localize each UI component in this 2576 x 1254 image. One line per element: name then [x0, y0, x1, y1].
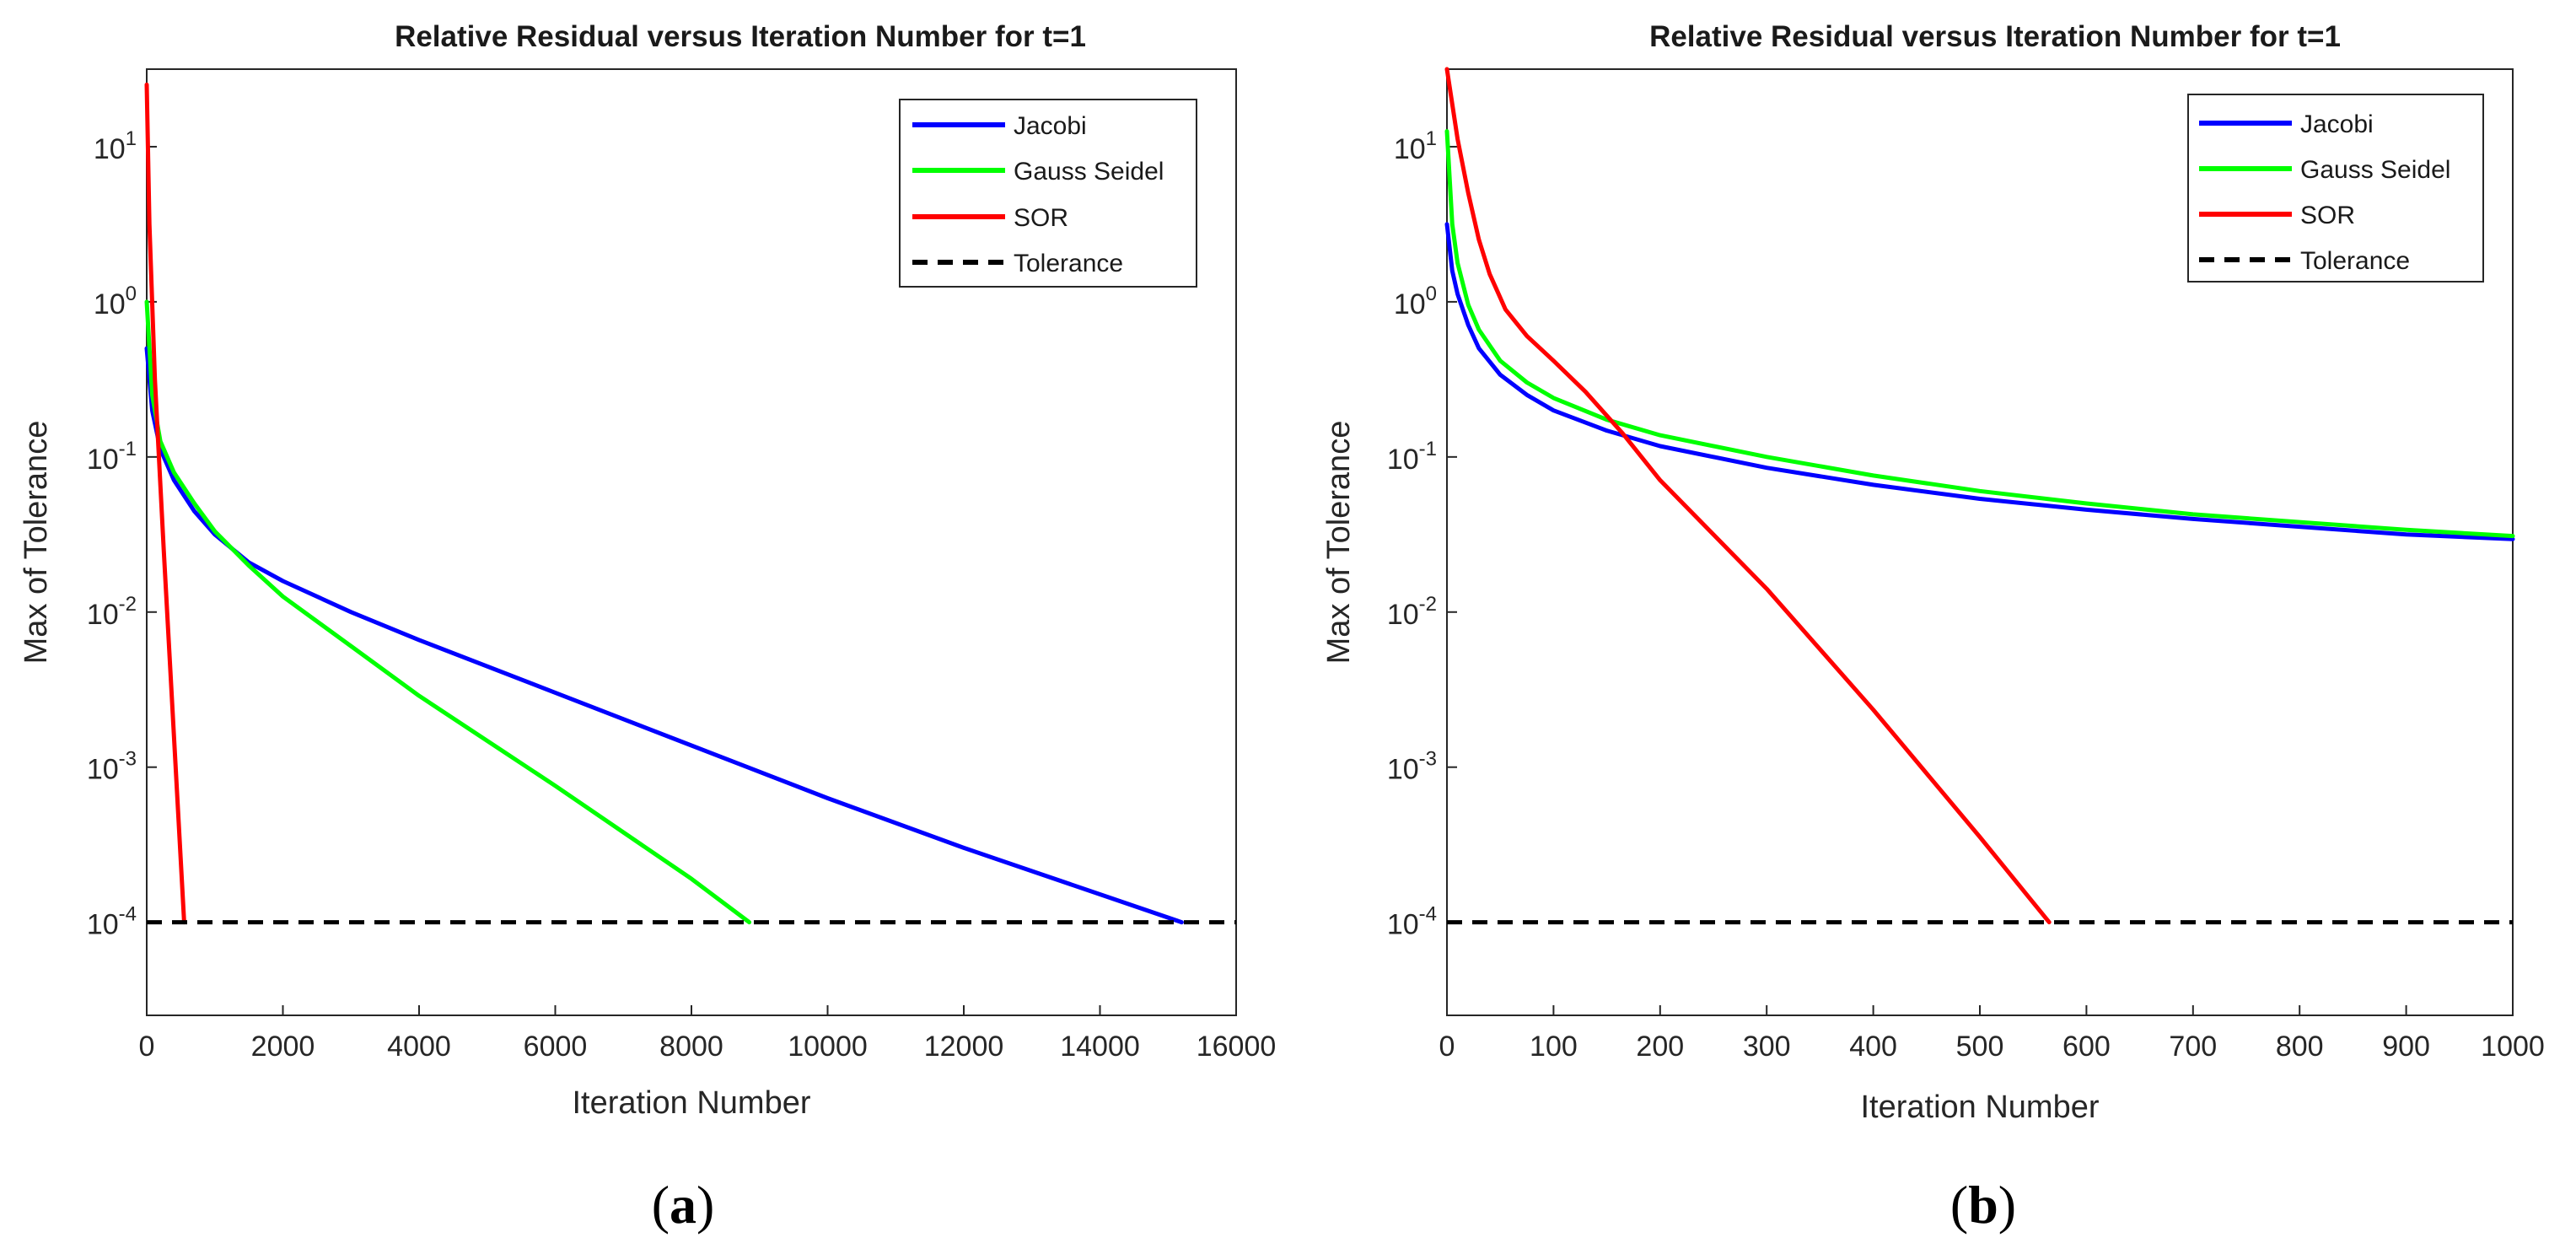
chart-a-series	[144, 82, 1236, 925]
chart-a-caption: (a)	[652, 1175, 715, 1235]
chart-a-legend: Jacobi Gauss Seidel SOR Tolerance	[899, 99, 1197, 288]
chart-a-xtick-label: 0	[139, 1031, 155, 1063]
chart-b-xtick-label: 500	[1956, 1031, 2004, 1063]
chart-b-ytick-exponent: 0	[1426, 283, 1437, 305]
chart-b-xtick-label: 900	[2382, 1031, 2430, 1063]
chart-a-ytick-base: 10	[94, 288, 126, 320]
chart-a-ytick-base: 10	[87, 909, 119, 941]
chart-a-title: Relative Residual versus Iteration Numbe…	[395, 20, 1086, 53]
chart-b-xtick-label: 1000	[2481, 1031, 2545, 1063]
chart-b-legend-label-gauss-seidel: Gauss Seidel	[2300, 156, 2450, 184]
chart-a: Relative Residual versus Iteration Numbe…	[19, 20, 1276, 1235]
chart-b-ytick-label: 101	[1394, 127, 1437, 165]
chart-b-xtick-label: 100	[1530, 1031, 1578, 1063]
chart-a-legend-label-jacobi: Jacobi	[1014, 112, 1087, 140]
chart-b-series-sor	[1444, 67, 2052, 925]
chart-b-xtick-label: 0	[1439, 1031, 1455, 1063]
chart-b-xlabel: Iteration Number	[1860, 1090, 2099, 1125]
chart-b-legend: Jacobi Gauss Seidel SOR Tolerance	[2187, 94, 2484, 283]
chart-a-caption-letter: a	[670, 1175, 696, 1235]
chart-b-caption: (b)	[1950, 1175, 2016, 1235]
chart-a-ytick-exponent: -3	[119, 748, 137, 771]
chart-b-ytick-base: 10	[1387, 444, 1419, 476]
chart-a-ytick-base: 10	[94, 133, 126, 165]
chart-b-xtick-label: 800	[2276, 1031, 2324, 1063]
chart-a-ytick-exponent: -2	[119, 593, 137, 616]
chart-a-series-sor	[144, 82, 186, 925]
chart-a-xlabel: Iteration Number	[572, 1085, 810, 1121]
chart-a-legend-label-tolerance: Tolerance	[1014, 250, 1123, 277]
chart-a-ytick-label: 10-2	[87, 593, 137, 631]
chart-b-series	[1444, 67, 2515, 925]
chart-b-legend-label-jacobi: Jacobi	[2300, 110, 2374, 138]
chart-b-ytick-exponent: 1	[1426, 127, 1437, 150]
chart-a-ytick-exponent: 1	[126, 127, 137, 150]
chart-b-ytick-base: 10	[1394, 288, 1426, 320]
chart-b-title: Relative Residual versus Iteration Numbe…	[1649, 20, 2341, 53]
chart-b-ytick-base: 10	[1387, 909, 1419, 941]
chart-b-ytick-base: 10	[1387, 754, 1419, 786]
chart-b-ytick-label: 10-4	[1387, 903, 1437, 941]
chart-b-ytick-exponent: -4	[1419, 903, 1437, 926]
chart-b-ytick-base: 10	[1394, 133, 1426, 165]
chart-a-series-gauss-seidel	[144, 299, 752, 925]
chart-b-legend-label-tolerance: Tolerance	[2300, 247, 2410, 275]
chart-a-ytick-exponent: -1	[119, 438, 137, 460]
chart-b-ytick-base: 10	[1387, 599, 1419, 631]
chart-b-ytick-exponent: -3	[1419, 748, 1437, 771]
chart-a-ytick-base: 10	[87, 754, 119, 786]
chart-a-ytick-label: 101	[94, 127, 137, 165]
chart-b-series-gauss-seidel	[1444, 129, 2515, 539]
chart-b-ytick-label: 100	[1394, 283, 1437, 320]
chart-a-ytick-base: 10	[87, 444, 119, 476]
chart-a-xticks: 0 2000 4000 6000 8000 10000 12000 14000 16000	[139, 1005, 1277, 1063]
chart-b: Relative Residual versus Iteration Numbe…	[1321, 20, 2545, 1235]
chart-a-xtick-label: 16000	[1197, 1031, 1277, 1063]
chart-b-ytick-label: 10-1	[1387, 438, 1437, 476]
chart-a-ytick-label: 100	[94, 283, 137, 320]
chart-b-xtick-label: 700	[2169, 1031, 2217, 1063]
chart-a-ytick-exponent: 0	[126, 283, 137, 305]
chart-a-ytick-label: 10-4	[87, 903, 137, 941]
chart-a-xtick-label: 6000	[524, 1031, 588, 1063]
chart-b-ylabel: Max of Tolerance	[1321, 421, 1357, 665]
chart-b-ytick-label: 10-3	[1387, 748, 1437, 786]
chart-b-ytick-exponent: -1	[1419, 438, 1437, 460]
chart-a-ytick-label: 10-1	[87, 438, 137, 476]
chart-a-xtick-label: 4000	[387, 1031, 451, 1063]
chart-b-ytick-exponent: -2	[1419, 593, 1437, 616]
chart-a-xtick-label: 14000	[1060, 1031, 1140, 1063]
chart-b-xtick-label: 400	[1849, 1031, 1897, 1063]
chart-a-xtick-label: 10000	[788, 1031, 868, 1063]
chart-a-ytick-base: 10	[87, 599, 119, 631]
chart-a-legend-label-sor: SOR	[1014, 204, 1068, 232]
chart-b-xtick-label: 200	[1636, 1031, 1684, 1063]
chart-a-legend-box	[899, 99, 1197, 288]
chart-a-ylabel: Max of Tolerance	[19, 421, 54, 665]
chart-a-series-jacobi	[144, 346, 1184, 925]
chart-a-xtick-label: 8000	[659, 1031, 723, 1063]
chart-b-xtick-label: 300	[1743, 1031, 1791, 1063]
chart-b-series-jacobi	[1444, 222, 2515, 541]
chart-a-ytick-label: 10-3	[87, 748, 137, 786]
chart-a-legend-label-gauss-seidel: Gauss Seidel	[1014, 158, 1164, 186]
chart-b-xtick-label: 600	[2062, 1031, 2111, 1063]
chart-b-legend-label-sor: SOR	[2300, 202, 2355, 229]
chart-b-xticks: 0 100 200 300 400 500 600 700 800 900 1000	[1439, 1005, 2545, 1063]
chart-b-ytick-label: 10-2	[1387, 593, 1437, 631]
chart-b-caption-letter: b	[1968, 1175, 1998, 1235]
chart-a-xtick-label: 2000	[251, 1031, 315, 1063]
chart-a-ytick-exponent: -4	[119, 903, 137, 926]
chart-a-xtick-label: 12000	[924, 1031, 1004, 1063]
